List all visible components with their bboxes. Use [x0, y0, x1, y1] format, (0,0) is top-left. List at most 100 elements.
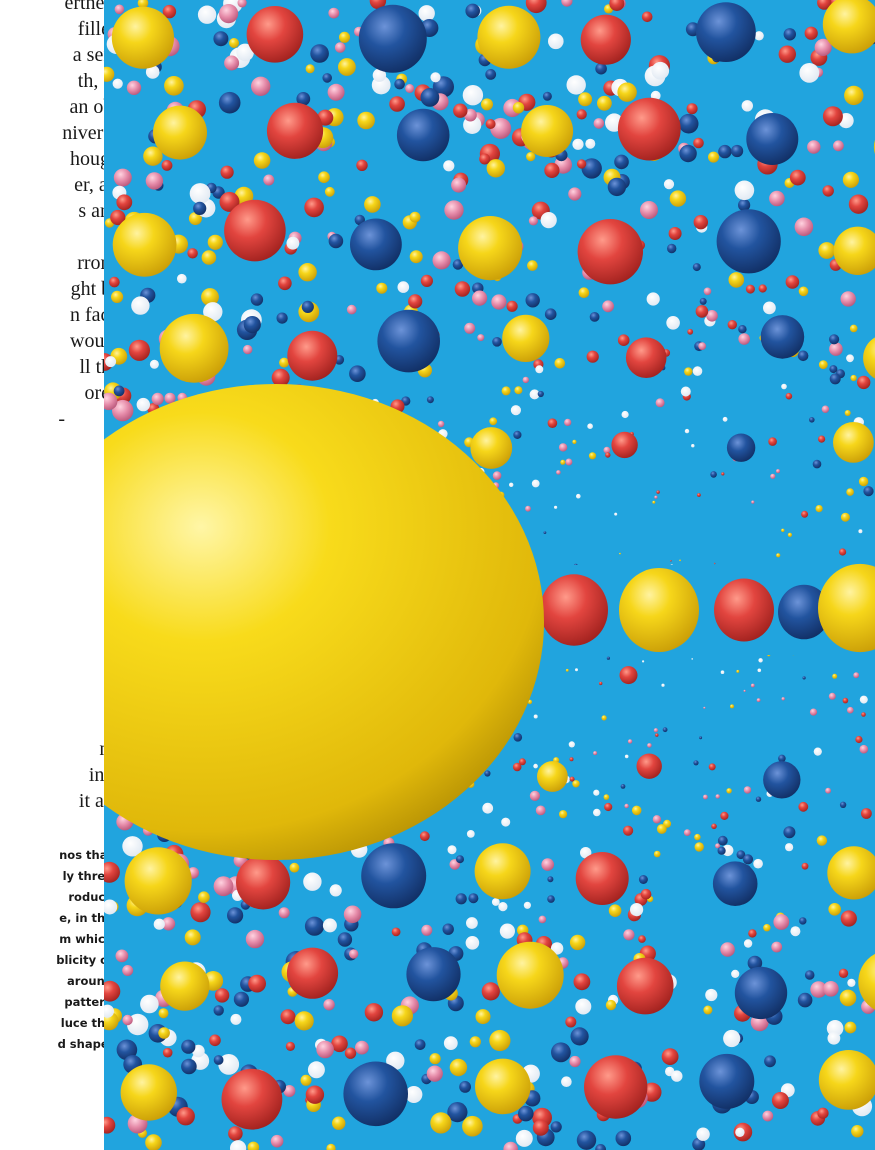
- small-sphere: [825, 787, 831, 794]
- small-sphere: [219, 4, 239, 24]
- small-sphere: [304, 197, 324, 218]
- small-sphere: [693, 137, 704, 149]
- small-sphere: [642, 660, 645, 663]
- medium-sphere: [475, 1058, 531, 1115]
- small-sphere: [214, 988, 230, 1003]
- small-sphere: [723, 1029, 741, 1048]
- small-sphere: [547, 876, 554, 883]
- small-sphere: [397, 281, 410, 293]
- small-sphere: [652, 815, 662, 824]
- small-sphere: [858, 529, 863, 534]
- small-sphere: [717, 835, 728, 846]
- small-sphere: [515, 1129, 533, 1147]
- small-sphere: [717, 846, 726, 855]
- small-sphere: [790, 926, 801, 937]
- small-sphere: [692, 1137, 706, 1150]
- small-sphere: [503, 1141, 518, 1150]
- medium-sphere: [153, 105, 207, 160]
- small-sphere: [817, 1107, 829, 1119]
- medium-sphere: [286, 947, 339, 999]
- small-sphere: [801, 510, 809, 518]
- small-sphere: [839, 801, 847, 808]
- small-sphere: [430, 1112, 452, 1134]
- small-sphere: [847, 706, 854, 714]
- small-sphere: [754, 31, 764, 41]
- small-sphere: [668, 227, 682, 240]
- small-sphere: [426, 396, 434, 404]
- small-sphere: [190, 902, 211, 923]
- small-sphere: [447, 1102, 468, 1123]
- small-sphere: [104, 980, 121, 1002]
- small-sphere: [475, 1009, 491, 1025]
- small-sphere: [531, 479, 540, 488]
- small-sphere: [554, 358, 566, 369]
- small-sphere: [640, 201, 658, 219]
- small-sphere: [783, 28, 796, 41]
- small-sphere: [389, 96, 405, 112]
- small-sphere: [298, 263, 317, 282]
- small-sphere: [741, 100, 753, 112]
- small-sphere: [430, 72, 441, 83]
- small-sphere: [145, 1134, 162, 1150]
- small-sphere: [209, 1034, 221, 1047]
- small-sphere: [136, 397, 150, 412]
- small-sphere: [818, 242, 836, 259]
- small-sphere: [763, 924, 771, 932]
- medium-sphere: [584, 1055, 648, 1119]
- medium-sphere: [537, 761, 568, 792]
- small-sphere: [509, 482, 514, 487]
- small-sphere: [731, 144, 744, 158]
- small-sphere: [829, 334, 840, 345]
- small-sphere: [838, 968, 849, 978]
- small-sphere: [699, 736, 703, 740]
- small-sphere: [818, 360, 828, 369]
- small-sphere: [607, 177, 627, 197]
- small-sphere: [851, 1125, 864, 1138]
- small-sphere: [589, 312, 600, 322]
- small-sphere: [695, 305, 709, 318]
- medium-sphere: [358, 4, 427, 73]
- small-sphere: [499, 923, 515, 939]
- small-sphere: [110, 209, 126, 226]
- small-sphere: [670, 560, 672, 562]
- small-sphere: [696, 1127, 710, 1141]
- small-sphere: [686, 103, 698, 115]
- small-sphere: [203, 302, 223, 322]
- medium-sphere: [502, 314, 550, 362]
- small-sphere: [523, 901, 531, 909]
- small-sphere: [408, 294, 423, 309]
- small-sphere: [693, 215, 708, 230]
- small-sphere: [742, 854, 754, 865]
- small-sphere: [525, 0, 547, 14]
- caption-line: around: [67, 974, 113, 988]
- small-sphere: [541, 858, 554, 871]
- small-sphere: [294, 1011, 314, 1031]
- small-sphere: [797, 992, 813, 1008]
- small-sphere: [832, 673, 838, 679]
- small-sphere: [104, 392, 118, 411]
- small-sphere: [525, 505, 531, 512]
- small-sphere: [529, 389, 540, 400]
- small-sphere: [535, 365, 544, 374]
- small-sphere: [861, 808, 872, 819]
- medium-sphere: [577, 219, 643, 285]
- small-sphere: [640, 888, 652, 900]
- small-sphere: [280, 1009, 296, 1025]
- medium-sphere: [726, 433, 756, 462]
- small-sphere: [624, 803, 629, 809]
- small-sphere: [593, 808, 601, 817]
- small-sphere: [551, 1042, 571, 1063]
- small-sphere: [300, 1074, 312, 1086]
- small-sphere: [720, 811, 729, 821]
- medium-sphere: [470, 427, 513, 469]
- small-sphere: [829, 342, 843, 356]
- small-sphere: [727, 320, 737, 330]
- small-sphere: [680, 386, 691, 397]
- small-sphere: [720, 670, 725, 674]
- small-sphere: [651, 61, 670, 80]
- small-sphere: [847, 978, 856, 987]
- small-sphere: [230, 1140, 247, 1150]
- small-sphere: [809, 708, 818, 716]
- small-sphere: [229, 38, 239, 48]
- small-sphere: [822, 106, 843, 127]
